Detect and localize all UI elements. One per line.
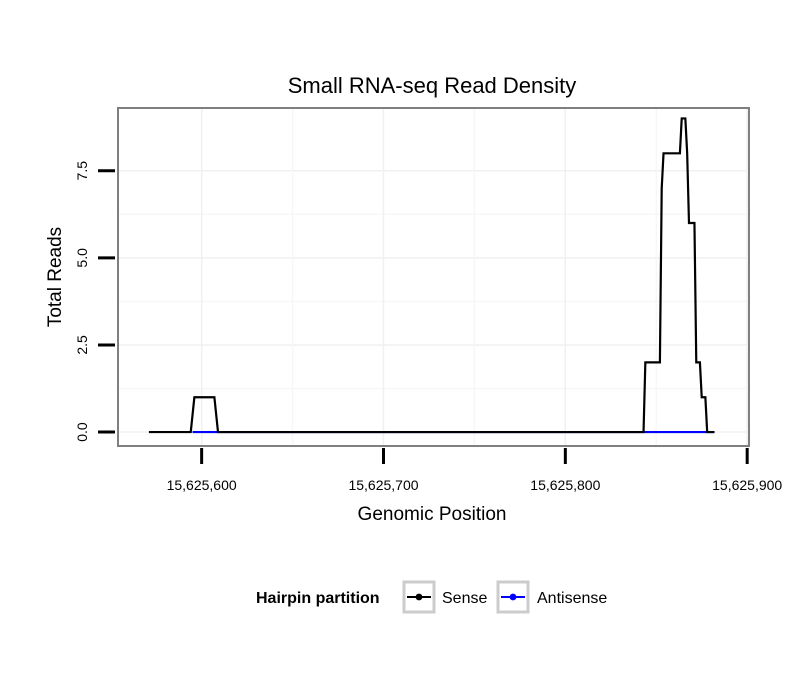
legend-key-point: [415, 593, 423, 601]
x-tick-label: 15,625,600: [167, 477, 237, 493]
series-line-sense: [148, 117, 715, 434]
x-tick-label: 15,625,900: [712, 477, 782, 493]
legend-title: Hairpin partition: [256, 590, 380, 607]
y-axis-label: Total Reads: [45, 227, 66, 327]
y-tick-label: 7.5: [74, 161, 90, 181]
gridlines: [118, 108, 749, 446]
legend-item-sense: Sense: [402, 580, 487, 614]
legend-label: Antisense: [537, 590, 607, 607]
x-tick-label: 15,625,800: [530, 477, 600, 493]
y-tick-label: 0.0: [74, 422, 90, 442]
y-axis: 0.0 2.5 5.0 7.5: [74, 161, 115, 442]
legend: Hairpin partition Sense Antisense: [256, 580, 607, 614]
x-axis: 15,625,600 15,625,700 15,625,800 15,625,900: [167, 448, 782, 493]
y-tick-label: 2.5: [74, 335, 90, 355]
legend-item-antisense: Antisense: [496, 580, 607, 614]
chart-title: Small RNA-seq Read Density: [288, 73, 577, 98]
series-lines: [148, 117, 715, 434]
x-tick-label: 15,625,700: [348, 477, 418, 493]
legend-key-point: [509, 593, 517, 601]
plot-panel: [118, 108, 749, 446]
x-axis-label: Genomic Position: [358, 504, 507, 525]
y-tick-label: 5.0: [74, 248, 90, 268]
legend-label: Sense: [442, 590, 487, 607]
plot-border: [117, 107, 750, 447]
